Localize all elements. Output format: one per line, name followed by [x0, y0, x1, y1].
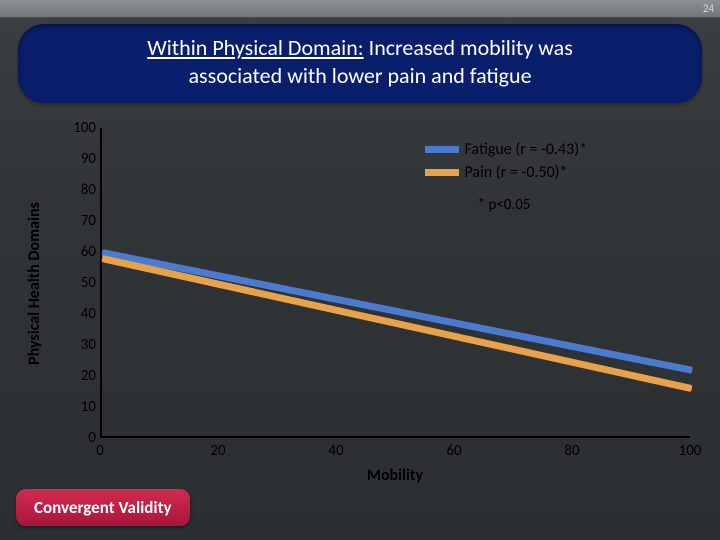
series-line	[101, 255, 693, 392]
x-tick-label: 20	[198, 442, 238, 460]
title-line1-rest: Increased mobility was	[364, 34, 573, 61]
y-axis-title: Physical Health Domains	[22, 128, 46, 438]
x-tick-label: 0	[80, 442, 120, 460]
legend-label: Fatigue (r = -0.43)*	[465, 140, 588, 159]
significance-note: * p<0.05	[478, 196, 531, 214]
legend-item: Pain (r = -0.50)*	[425, 163, 588, 182]
topbar	[0, 0, 720, 18]
legend-swatch	[425, 146, 459, 153]
legend-swatch	[425, 169, 459, 176]
legend-item: Fatigue (r = -0.43)*	[425, 140, 588, 159]
y-tick-label: 50	[66, 274, 96, 292]
y-tick-label: 80	[66, 181, 96, 199]
slide: 24 Within Physical Domain: Increased mob…	[0, 0, 720, 540]
x-tick-label: 100	[670, 442, 710, 460]
x-axis-title: Mobility	[100, 466, 690, 485]
x-tick-label: 60	[434, 442, 474, 460]
title-line-1: Within Physical Domain: Increased mobili…	[147, 34, 573, 61]
chart: Physical Health Domains Mobility Fatigue…	[12, 110, 708, 490]
legend-label: Pain (r = -0.50)*	[465, 163, 568, 182]
x-tick-label: 80	[552, 442, 592, 460]
plot-area	[100, 128, 690, 438]
convergent-validity-badge: Convergent Validity	[16, 489, 190, 526]
y-tick-label: 40	[66, 305, 96, 323]
y-tick-label: 10	[66, 398, 96, 416]
y-tick-label: 60	[66, 243, 96, 261]
y-tick-label: 30	[66, 336, 96, 354]
y-tick-label: 100	[66, 119, 96, 137]
title-line-2: associated with lower pain and fatigue	[188, 62, 531, 89]
legend: Fatigue (r = -0.43)* Pain (r = -0.50)*	[425, 140, 588, 186]
slide-number: 24	[703, 0, 714, 18]
series-line	[101, 249, 692, 374]
y-tick-label: 70	[66, 212, 96, 230]
title-underlined: Within Physical Domain:	[147, 34, 363, 61]
y-tick-label: 90	[66, 150, 96, 168]
title-banner: Within Physical Domain: Increased mobili…	[18, 24, 702, 103]
y-tick-label: 20	[66, 367, 96, 385]
x-tick-label: 40	[316, 442, 356, 460]
